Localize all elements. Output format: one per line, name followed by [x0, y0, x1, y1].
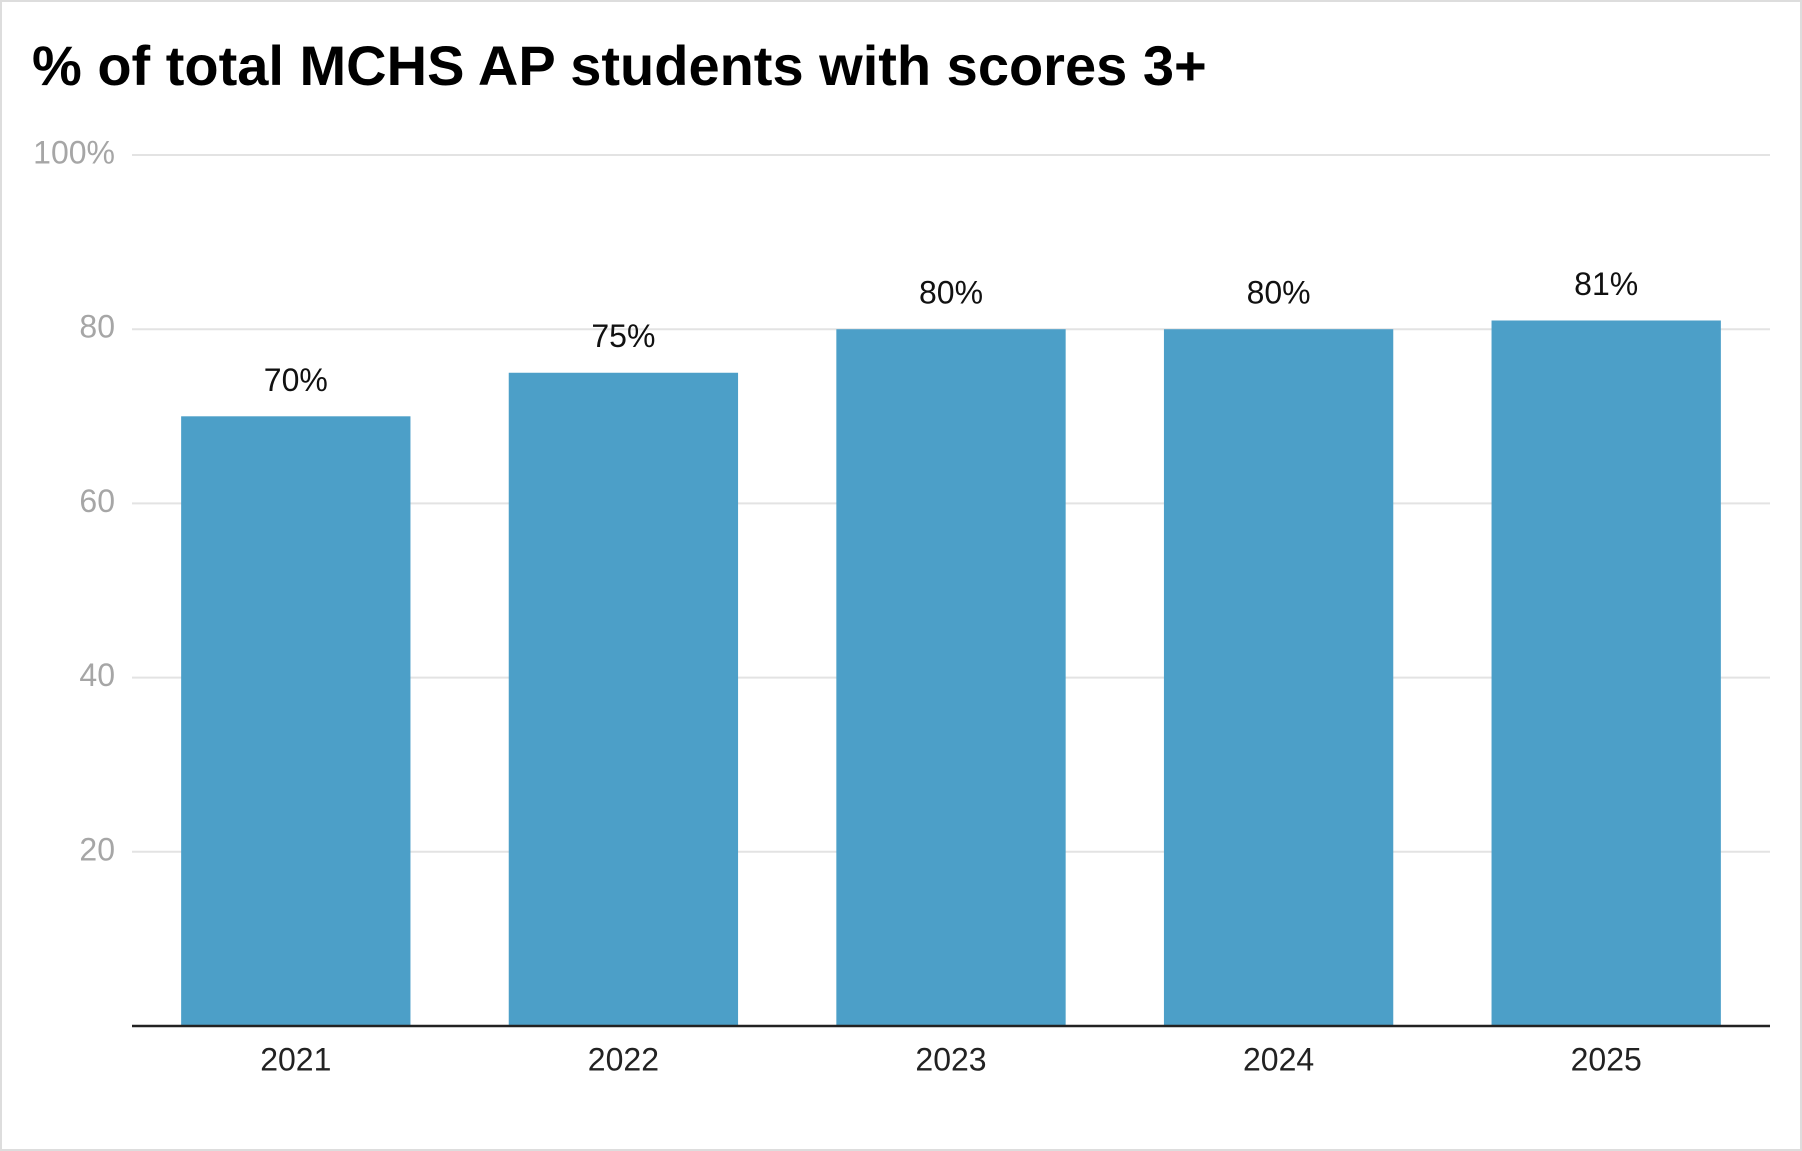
value-label: 80%	[1247, 275, 1311, 311]
y-tick-label: 80	[79, 309, 115, 345]
bar	[181, 416, 411, 1026]
y-tick-label: 100%	[33, 134, 115, 170]
x-tick-label: 2023	[915, 1041, 986, 1077]
x-tick-label: 2025	[1571, 1041, 1642, 1077]
bar	[508, 372, 739, 1026]
x-tick-label: 2021	[260, 1041, 331, 1077]
x-tick-label: 2024	[1243, 1041, 1314, 1077]
y-tick-label: 40	[79, 657, 115, 693]
value-label: 81%	[1574, 266, 1638, 302]
bar	[1491, 320, 1721, 1026]
value-label: 80%	[919, 275, 983, 311]
bar	[836, 329, 1066, 1026]
y-tick-label: 20	[79, 831, 115, 867]
value-label: 75%	[591, 318, 655, 354]
y-tick-label: 60	[79, 483, 115, 519]
value-label: 70%	[264, 362, 328, 398]
x-tick-label: 2022	[588, 1041, 659, 1077]
chart-title: % of total MCHS AP students with scores …	[32, 34, 1207, 97]
bar	[1163, 329, 1394, 1026]
